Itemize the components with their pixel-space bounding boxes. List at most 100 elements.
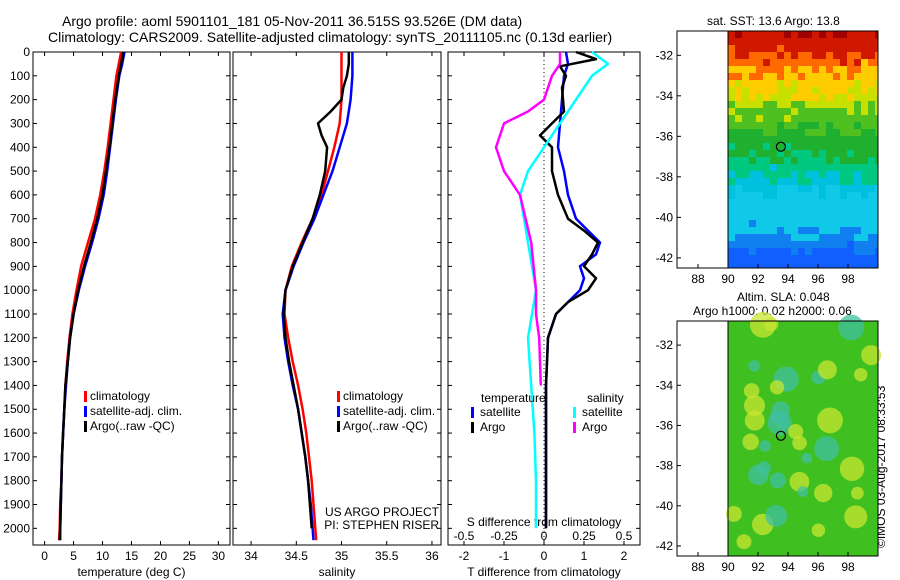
map-cell: [749, 220, 756, 227]
map-cell: [840, 143, 847, 150]
map-cell: [868, 87, 875, 94]
map-cell: [735, 234, 742, 241]
map-cell: [861, 45, 868, 52]
map-cell: [749, 45, 756, 52]
map-cell: [798, 262, 805, 268]
map-cell: [854, 87, 861, 94]
map-cell: [798, 94, 805, 101]
map-cell: [728, 178, 735, 185]
sla-blob: [765, 505, 788, 527]
map-cell: [840, 164, 847, 171]
x-tick-label: -1: [499, 549, 510, 563]
sla-blob: [757, 461, 771, 476]
map-cell: [847, 241, 854, 248]
map-cell: [847, 157, 854, 164]
map-cell: [763, 150, 770, 157]
map-cell: [749, 80, 756, 87]
map-cell: [826, 45, 833, 52]
legend-entry: satellite: [582, 405, 623, 419]
map-cell: [735, 178, 742, 185]
map-cell: [784, 101, 791, 108]
map-cell: [819, 171, 826, 178]
map-cell: [777, 199, 784, 206]
map-cell: [784, 73, 791, 80]
map-cell: [742, 122, 749, 129]
map-cell: [875, 150, 878, 157]
map-cell: [861, 178, 868, 185]
map-cell: [791, 227, 798, 234]
map-cell: [763, 66, 770, 73]
map-cell: [742, 220, 749, 227]
map-cell: [770, 171, 777, 178]
map-cell: [861, 220, 868, 227]
differences-series-salinity-argo: [494, 52, 562, 386]
argo-position-marker: [775, 141, 786, 152]
map-cell: [742, 150, 749, 157]
map-cell: [826, 122, 833, 129]
map-cell: [798, 192, 805, 199]
salinity-series-argo-raw-qc: [282, 52, 351, 529]
map-cell: [735, 115, 742, 122]
map-cell: [875, 241, 878, 248]
map-cell: [742, 52, 749, 59]
map-cell: [805, 199, 812, 206]
map-cell: [847, 122, 854, 129]
map-cell: [833, 234, 840, 241]
map-cell: [875, 31, 878, 38]
map-cell: [840, 199, 847, 206]
lat-tick-label: -32: [656, 338, 674, 352]
map-cell: [791, 220, 798, 227]
map-cell: [770, 94, 777, 101]
legend-swatch: [84, 406, 87, 417]
map-cell: [854, 80, 861, 87]
map-cell: [819, 213, 826, 220]
map-cell: [861, 199, 868, 206]
map-cell: [763, 143, 770, 150]
map-cell: [770, 52, 777, 59]
lat-tick-label: -38: [656, 170, 674, 184]
figure-subtitle: Climatology: CARS2009. Satellite-adjuste…: [48, 29, 613, 45]
map-cell: [756, 66, 763, 73]
map-cell: [763, 38, 770, 45]
map-cell: [805, 80, 812, 87]
y-tick-label: 600: [10, 188, 30, 202]
map-cell: [833, 80, 840, 87]
map-cell: [826, 31, 833, 38]
map-cell: [819, 129, 826, 136]
map-cell: [861, 94, 868, 101]
lon-tick-label: 96: [811, 560, 825, 574]
map-cell: [840, 171, 847, 178]
map-cell: [728, 45, 735, 52]
map-cell: [770, 157, 777, 164]
map-cell: [735, 129, 742, 136]
map-cell: [826, 87, 833, 94]
map-cell: [854, 150, 861, 157]
map-cell: [833, 192, 840, 199]
map-cell: [777, 101, 784, 108]
map-cell: [854, 31, 861, 38]
map-cell: [812, 227, 819, 234]
map-cell: [749, 178, 756, 185]
map-cell: [756, 52, 763, 59]
map-cell: [756, 213, 763, 220]
map-cell: [854, 206, 861, 213]
map-cell: [735, 87, 742, 94]
map-cell: [742, 108, 749, 115]
map-cell: [770, 87, 777, 94]
map-cell: [784, 255, 791, 262]
map-cell: [777, 45, 784, 52]
map-cell: [735, 94, 742, 101]
map-cell: [812, 178, 819, 185]
map-cell: [847, 262, 854, 268]
sla-blob: [854, 367, 868, 382]
map-cell: [868, 150, 875, 157]
map-cell: [763, 220, 770, 227]
map-cell: [763, 185, 770, 192]
salinity-x-axis-label: salinity: [319, 565, 356, 579]
map-cell: [861, 206, 868, 213]
map-cell: [833, 115, 840, 122]
map-cell: [812, 38, 819, 45]
map-cell: [840, 192, 847, 199]
map-cell: [868, 241, 875, 248]
map-cell: [735, 199, 742, 206]
